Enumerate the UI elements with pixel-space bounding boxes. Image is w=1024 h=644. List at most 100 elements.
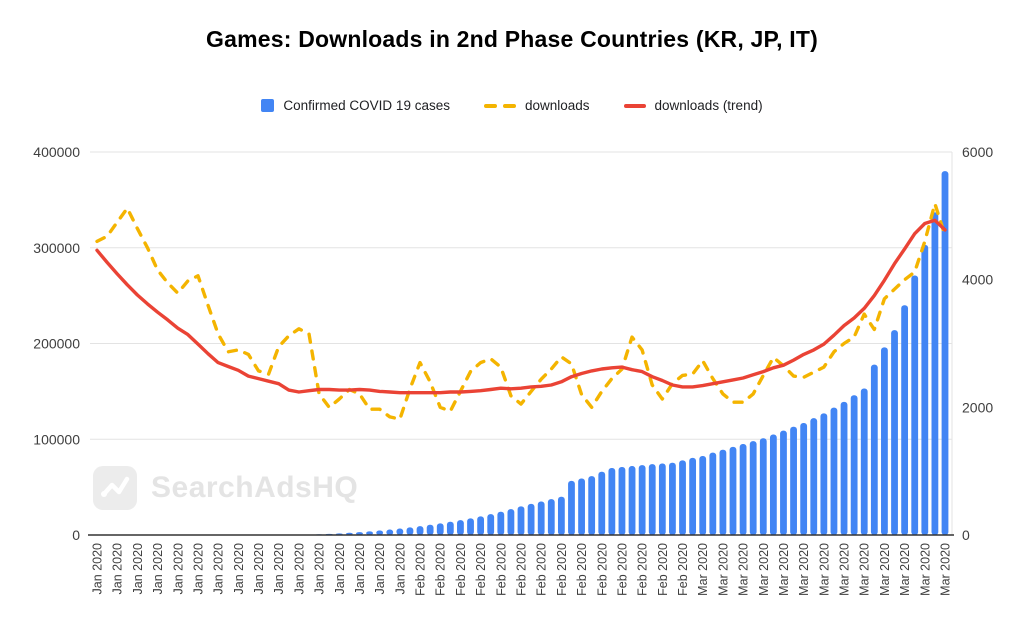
x-axis-tick-label: Mar 2020 (898, 543, 912, 596)
x-axis-tick-label: Mar 2020 (939, 543, 953, 596)
bar[interactable] (769, 434, 777, 535)
legend-item-confirmed-cases[interactable]: Confirmed COVID 19 cases (261, 98, 450, 113)
bar[interactable] (366, 531, 373, 535)
bar[interactable] (689, 457, 697, 535)
x-axis-tick-label: Jan 2020 (393, 543, 407, 594)
x-axis-tick-label: Feb 2020 (636, 543, 650, 596)
bar[interactable] (790, 426, 797, 535)
x-axis-tick-label: Mar 2020 (696, 543, 710, 596)
downloads-line[interactable] (95, 201, 947, 421)
bar[interactable] (810, 418, 818, 535)
x-axis-tick-label: Jan 2020 (151, 543, 165, 594)
bar[interactable] (588, 476, 596, 535)
legend-item-downloads[interactable]: downloads (483, 98, 590, 113)
x-axis-tick-label: Feb 2020 (414, 543, 428, 596)
bar[interactable] (749, 441, 757, 535)
x-axis-tick-label: Jan 2020 (191, 543, 205, 594)
x-axis-tick-label: Mar 2020 (878, 543, 892, 596)
bar[interactable] (376, 530, 384, 535)
bar[interactable] (850, 395, 858, 535)
x-axis-tick-label: Mar 2020 (918, 543, 932, 596)
x-axis-tick-label: Jan 2020 (131, 543, 145, 594)
bar[interactable] (467, 518, 474, 535)
bar[interactable] (870, 364, 878, 535)
x-axis-tick-label: Jan 2020 (333, 543, 347, 594)
x-axis-tick-label: Feb 2020 (434, 543, 448, 596)
bar[interactable] (759, 438, 767, 535)
bar[interactable] (921, 244, 929, 535)
bar[interactable] (658, 463, 666, 535)
bar-series-swatch-icon (261, 99, 275, 112)
bar[interactable] (618, 467, 626, 535)
left-axis-tick-label: 100000 (33, 431, 80, 447)
x-axis-tick-label: Jan 2020 (252, 543, 266, 594)
x-axis-tick-label: Jan 2020 (111, 543, 125, 594)
bar[interactable] (578, 478, 585, 535)
bar[interactable] (628, 466, 636, 535)
bar[interactable] (517, 506, 525, 535)
bar[interactable] (709, 452, 717, 535)
bar[interactable] (416, 526, 424, 535)
bar[interactable] (507, 509, 515, 535)
x-axis-tick-label: Jan 2020 (313, 543, 327, 594)
bar[interactable] (608, 467, 616, 535)
bar[interactable] (780, 430, 787, 535)
bar[interactable] (396, 528, 404, 535)
bar[interactable] (446, 521, 454, 535)
x-axis-tick-label: Feb 2020 (595, 543, 609, 596)
bar[interactable] (426, 524, 434, 535)
bar[interactable] (406, 527, 414, 535)
x-axis-tick-label: Jan 2020 (212, 543, 226, 594)
bar[interactable] (830, 407, 838, 535)
chart-legend: Confirmed COVID 19 cases downloads downl… (0, 98, 1024, 113)
bar[interactable] (598, 471, 606, 535)
bar[interactable] (537, 501, 545, 535)
left-axis-tick-label: 200000 (33, 336, 80, 352)
bar[interactable] (436, 523, 444, 535)
legend-label: downloads (524, 98, 590, 113)
bar[interactable] (800, 422, 808, 535)
bar[interactable] (557, 496, 565, 535)
legend-item-downloads-trend[interactable]: downloads (trend) (623, 98, 763, 113)
x-axis-tick-label: Mar 2020 (817, 543, 831, 596)
downloads-trend-line[interactable] (95, 218, 947, 395)
bar[interactable] (679, 460, 686, 535)
bar[interactable] (487, 514, 495, 535)
bar[interactable] (820, 413, 828, 535)
bar[interactable] (457, 520, 464, 535)
bar[interactable] (881, 347, 888, 535)
bar[interactable] (911, 275, 919, 535)
x-axis-tick-label: Feb 2020 (615, 543, 629, 596)
x-axis-tick-label: Feb 2020 (454, 543, 468, 596)
x-axis-tick-label: Feb 2020 (575, 543, 589, 596)
bar[interactable] (901, 305, 909, 535)
bar[interactable] (941, 171, 949, 535)
bar[interactable] (729, 446, 737, 535)
right-axis-tick-label: 0 (962, 527, 970, 543)
bar[interactable] (527, 503, 535, 535)
dashed-line-swatch-icon (483, 103, 516, 108)
bar[interactable] (648, 464, 656, 535)
bar[interactable] (547, 499, 555, 535)
x-axis-tick-label: Jan 2020 (272, 543, 286, 594)
bar[interactable] (891, 330, 898, 535)
x-axis-tick-label: Mar 2020 (777, 543, 791, 596)
bar[interactable] (386, 529, 394, 535)
bar[interactable] (497, 511, 505, 535)
bar[interactable] (669, 462, 676, 535)
x-axis-tick-label: Feb 2020 (676, 543, 690, 596)
bar[interactable] (638, 465, 646, 535)
bar[interactable] (840, 401, 848, 535)
bar[interactable] (568, 480, 575, 535)
bar[interactable] (477, 516, 485, 535)
bar[interactable] (719, 449, 727, 535)
x-axis-tick-label: Feb 2020 (656, 543, 670, 596)
bar[interactable] (860, 388, 868, 535)
bar[interactable] (699, 456, 707, 535)
left-axis-tick-label: 0 (72, 527, 80, 543)
bar[interactable] (931, 212, 939, 535)
bar[interactable] (739, 444, 747, 535)
x-axis-tick-label: Mar 2020 (858, 543, 872, 596)
